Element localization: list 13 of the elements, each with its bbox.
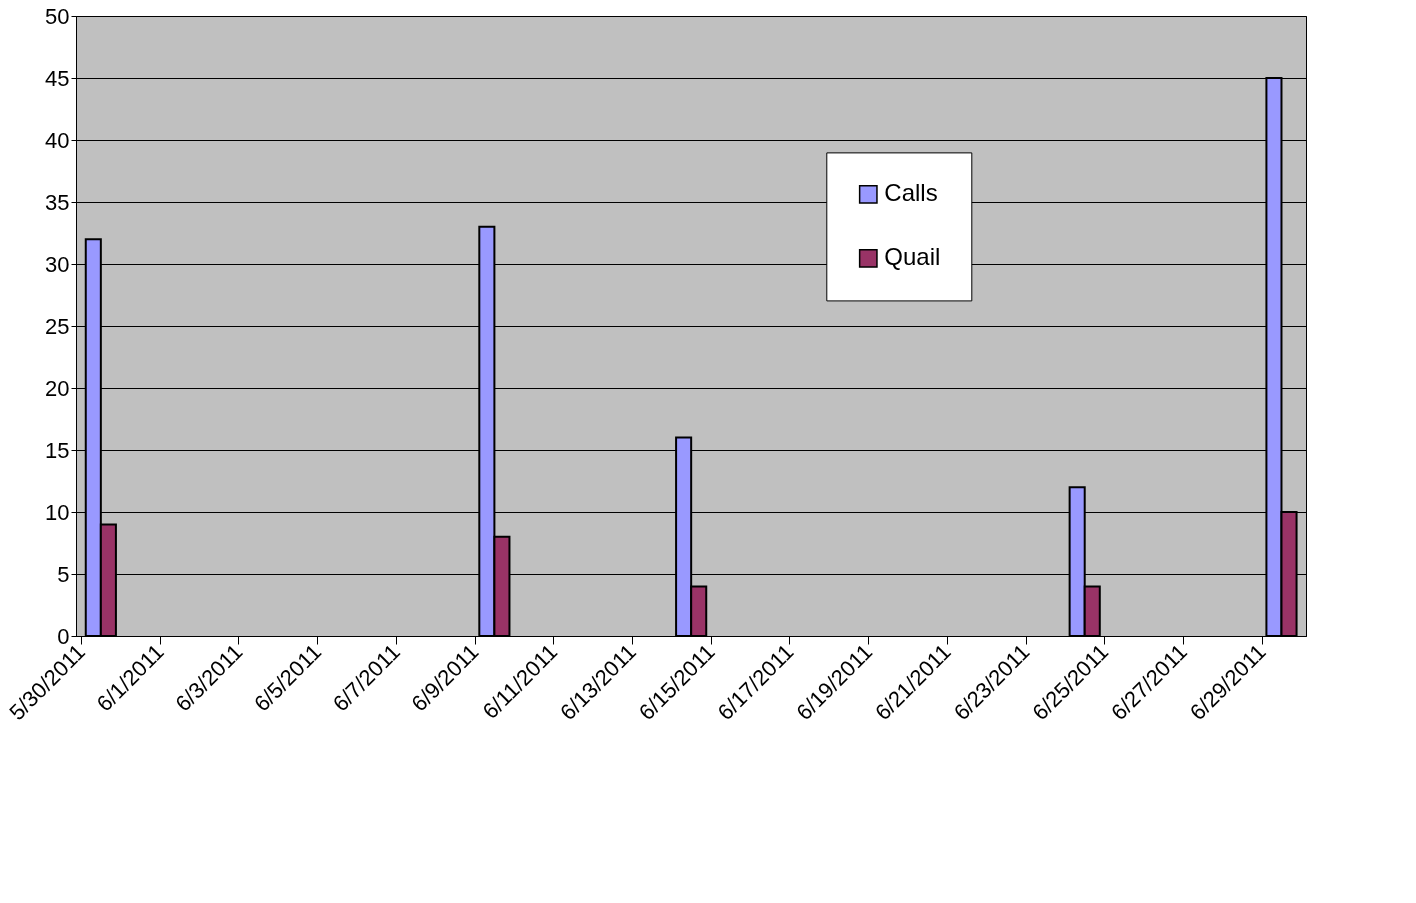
y-tick-label: 20 bbox=[45, 375, 70, 401]
y-tick-label: 10 bbox=[45, 499, 70, 525]
y-tick-label: 45 bbox=[45, 65, 70, 91]
legend-label: Quail bbox=[884, 243, 941, 271]
y-tick-label: 35 bbox=[45, 189, 70, 215]
y-tick-label: 30 bbox=[45, 251, 70, 277]
y-tick-label: 25 bbox=[45, 313, 70, 339]
y-tick-label: 5 bbox=[57, 561, 70, 587]
y-tick-label: 50 bbox=[45, 3, 70, 29]
legend-label: Calls bbox=[884, 179, 938, 207]
y-tick-label: 15 bbox=[45, 437, 70, 463]
y-tick-label: 0 bbox=[57, 623, 70, 649]
y-tick-label: 40 bbox=[45, 127, 70, 153]
